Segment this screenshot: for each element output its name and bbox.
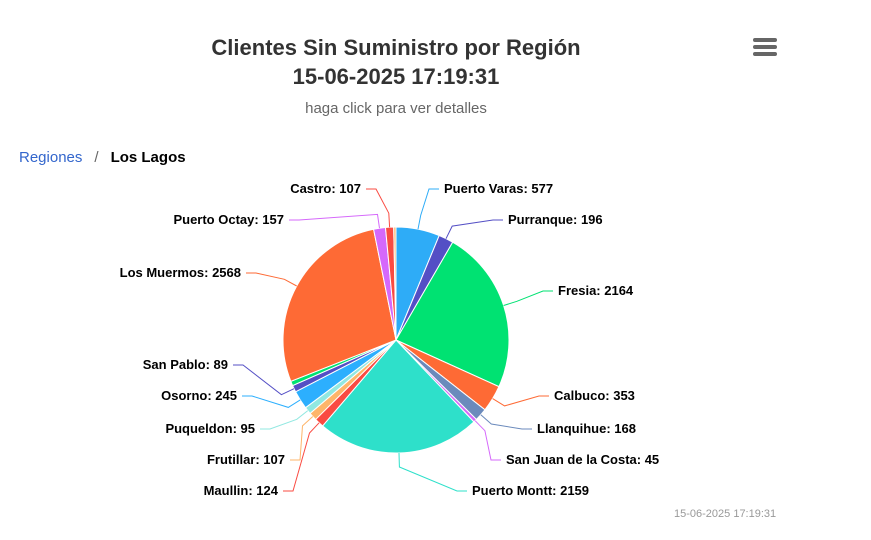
connector-san-pablo	[233, 364, 295, 396]
connector-san-juan-de-la-costa	[474, 420, 501, 461]
connector-puqueldon	[260, 410, 309, 430]
data-label-san-juan-de-la-costa: San Juan de la Costa: 45	[506, 452, 659, 467]
data-label-castro: Castro: 107	[290, 181, 361, 196]
data-label-puerto-octay: Puerto Octay: 157	[173, 212, 284, 227]
connector-los-muermos	[246, 272, 297, 287]
data-label-los-muermos: Los Muermos: 2568	[120, 265, 241, 280]
connector-osorno	[242, 395, 301, 408]
connector-frutillar	[290, 416, 314, 461]
chart-subtitle: haga click para ver detalles	[305, 100, 487, 117]
pie-slice-los-muermos[interactable]	[282, 228, 397, 382]
breadcrumb: Regiones / Los Lagos	[19, 149, 186, 166]
connector-castro	[366, 188, 391, 228]
data-label-fresia: Fresia: 2164	[558, 283, 634, 298]
connector-maullin	[283, 422, 320, 492]
connector-fresia	[503, 290, 553, 306]
hamburger-menu-icon[interactable]	[753, 38, 777, 60]
chart-title-line2: 15-06-2025 17:19:31	[292, 64, 500, 89]
pie-slice-unlabeled-16[interactable]	[393, 226, 397, 341]
connector-purranque	[445, 219, 503, 239]
connector-calbuco	[492, 395, 549, 407]
breadcrumb-current: Los Lagos	[110, 149, 186, 166]
data-label-puerto-varas: Puerto Varas: 577	[444, 181, 553, 196]
data-label-puqueldon: Puqueldon: 95	[165, 421, 255, 436]
data-label-osorno: Osorno: 245	[161, 388, 237, 403]
connector-puerto-montt	[398, 452, 467, 492]
breadcrumb-separator: /	[94, 149, 99, 166]
connector-puerto-varas	[417, 188, 439, 230]
chart-title-line1: Clientes Sin Suministro por Región	[211, 35, 581, 60]
data-label-maullin: Maullin: 124	[204, 483, 279, 498]
breadcrumb-regiones-link[interactable]: Regiones	[19, 149, 83, 166]
chart-credit-timestamp: 15-06-2025 17:19:31	[674, 508, 777, 520]
connector-llanquihue	[480, 414, 532, 430]
chart-title: Clientes Sin Suministro por Región 15-06…	[0, 33, 792, 91]
data-label-frutillar: Frutillar: 107	[207, 452, 285, 467]
pie-slice-puerto-montt[interactable]	[321, 339, 475, 454]
pie-slice-fresia[interactable]	[395, 241, 510, 388]
data-label-calbuco: Calbuco: 353	[554, 388, 635, 403]
data-label-san-pablo: San Pablo: 89	[143, 357, 228, 372]
connector-puerto-octay	[289, 213, 380, 229]
data-label-purranque: Purranque: 196	[508, 212, 603, 227]
data-label-llanquihue: Llanquihue: 168	[537, 421, 636, 436]
data-label-puerto-montt: Puerto Montt: 2159	[472, 483, 589, 498]
